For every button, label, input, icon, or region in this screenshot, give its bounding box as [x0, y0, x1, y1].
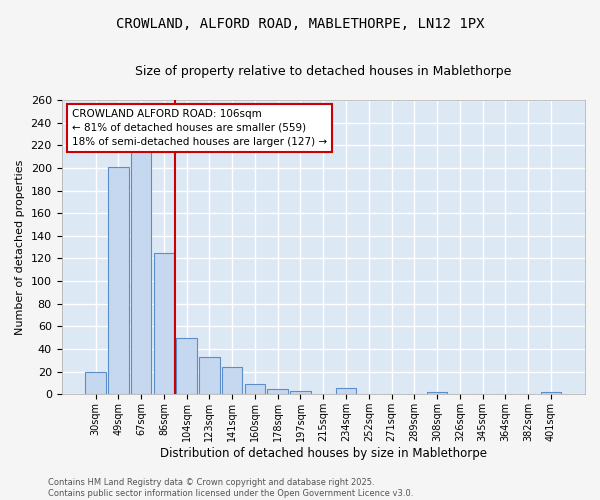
Bar	[541, 392, 561, 394]
Bar	[108, 167, 128, 394]
Bar	[427, 392, 448, 394]
Bar	[336, 388, 356, 394]
Bar	[199, 357, 220, 395]
Title: Size of property relative to detached houses in Mablethorpe: Size of property relative to detached ho…	[135, 65, 511, 78]
Bar	[245, 384, 265, 394]
Y-axis label: Number of detached properties: Number of detached properties	[15, 160, 25, 335]
Text: CROWLAND, ALFORD ROAD, MABLETHORPE, LN12 1PX: CROWLAND, ALFORD ROAD, MABLETHORPE, LN12…	[116, 18, 484, 32]
Bar	[131, 151, 151, 394]
Bar	[268, 388, 288, 394]
Bar	[154, 253, 174, 394]
Text: Contains HM Land Registry data © Crown copyright and database right 2025.
Contai: Contains HM Land Registry data © Crown c…	[48, 478, 413, 498]
Bar	[176, 338, 197, 394]
Bar	[85, 372, 106, 394]
X-axis label: Distribution of detached houses by size in Mablethorpe: Distribution of detached houses by size …	[160, 447, 487, 460]
Text: CROWLAND ALFORD ROAD: 106sqm
← 81% of detached houses are smaller (559)
18% of s: CROWLAND ALFORD ROAD: 106sqm ← 81% of de…	[72, 109, 327, 147]
Bar	[290, 391, 311, 394]
Bar	[222, 367, 242, 394]
